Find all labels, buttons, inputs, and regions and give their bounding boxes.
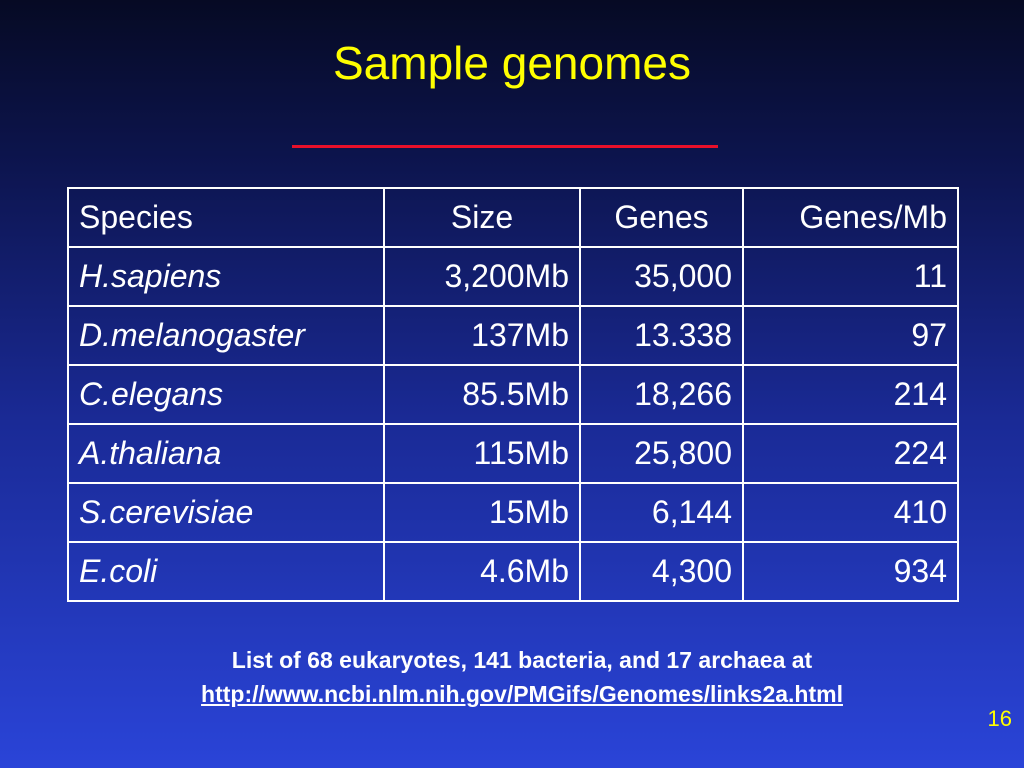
slide-number: 16 (987, 706, 1012, 731)
size-cell: 3,200Mb (383, 246, 581, 307)
genes-cell: 35,000 (579, 246, 744, 307)
genes-per-mb-cell: 410 (742, 482, 959, 543)
table-row: E.coli 4.6Mb 4,300 934 (67, 541, 959, 602)
table-row: A.thaliana 115Mb 25,800 224 (67, 423, 959, 484)
genes-cell: 6,144 (579, 482, 744, 543)
species-cell: S.cerevisiae (67, 482, 385, 543)
species-cell: D.melanogaster (67, 305, 385, 366)
genes-cell: 13.338 (579, 305, 744, 366)
header-size: Size (383, 187, 581, 248)
species-cell: E.coli (67, 541, 385, 602)
genes-cell: 18,266 (579, 364, 744, 425)
species-cell: C.elegans (67, 364, 385, 425)
genes-cell: 4,300 (579, 541, 744, 602)
table-row: D.melanogaster 137Mb 13.338 97 (67, 305, 959, 366)
genes-per-mb-cell: 224 (742, 423, 959, 484)
table-row: C.elegans 85.5Mb 18,266 214 (67, 364, 959, 425)
genomes-list-link[interactable]: http://www.ncbi.nlm.nih.gov/PMGifs/Genom… (201, 681, 843, 707)
genes-per-mb-cell: 934 (742, 541, 959, 602)
table-row: S.cerevisiae 15Mb 6,144 410 (67, 482, 959, 543)
genes-per-mb-cell: 214 (742, 364, 959, 425)
table-row: H.sapiens 3,200Mb 35,000 11 (67, 246, 959, 307)
genomes-table: Species Size Genes Genes/Mb H.sapiens 3,… (67, 187, 959, 602)
footnote-text: List of 68 eukaryotes, 141 bacteria, and… (231, 647, 813, 673)
size-cell: 115Mb (383, 423, 581, 484)
size-cell: 4.6Mb (383, 541, 581, 602)
genes-per-mb-cell: 97 (742, 305, 959, 366)
size-cell: 15Mb (383, 482, 581, 543)
header-genes: Genes (579, 187, 744, 248)
header-genes-per-mb: Genes/Mb (742, 187, 959, 248)
genes-per-mb-cell: 11 (742, 246, 959, 307)
size-cell: 85.5Mb (383, 364, 581, 425)
species-cell: H.sapiens (67, 246, 385, 307)
slide-title: Sample genomes (333, 37, 691, 89)
table-header-row: Species Size Genes Genes/Mb (67, 187, 959, 248)
title-underline (292, 145, 718, 148)
header-species: Species (67, 187, 385, 248)
genes-cell: 25,800 (579, 423, 744, 484)
size-cell: 137Mb (383, 305, 581, 366)
species-cell: A.thaliana (67, 423, 385, 484)
footnote: List of 68 eukaryotes, 141 bacteria, and… (0, 643, 1024, 711)
